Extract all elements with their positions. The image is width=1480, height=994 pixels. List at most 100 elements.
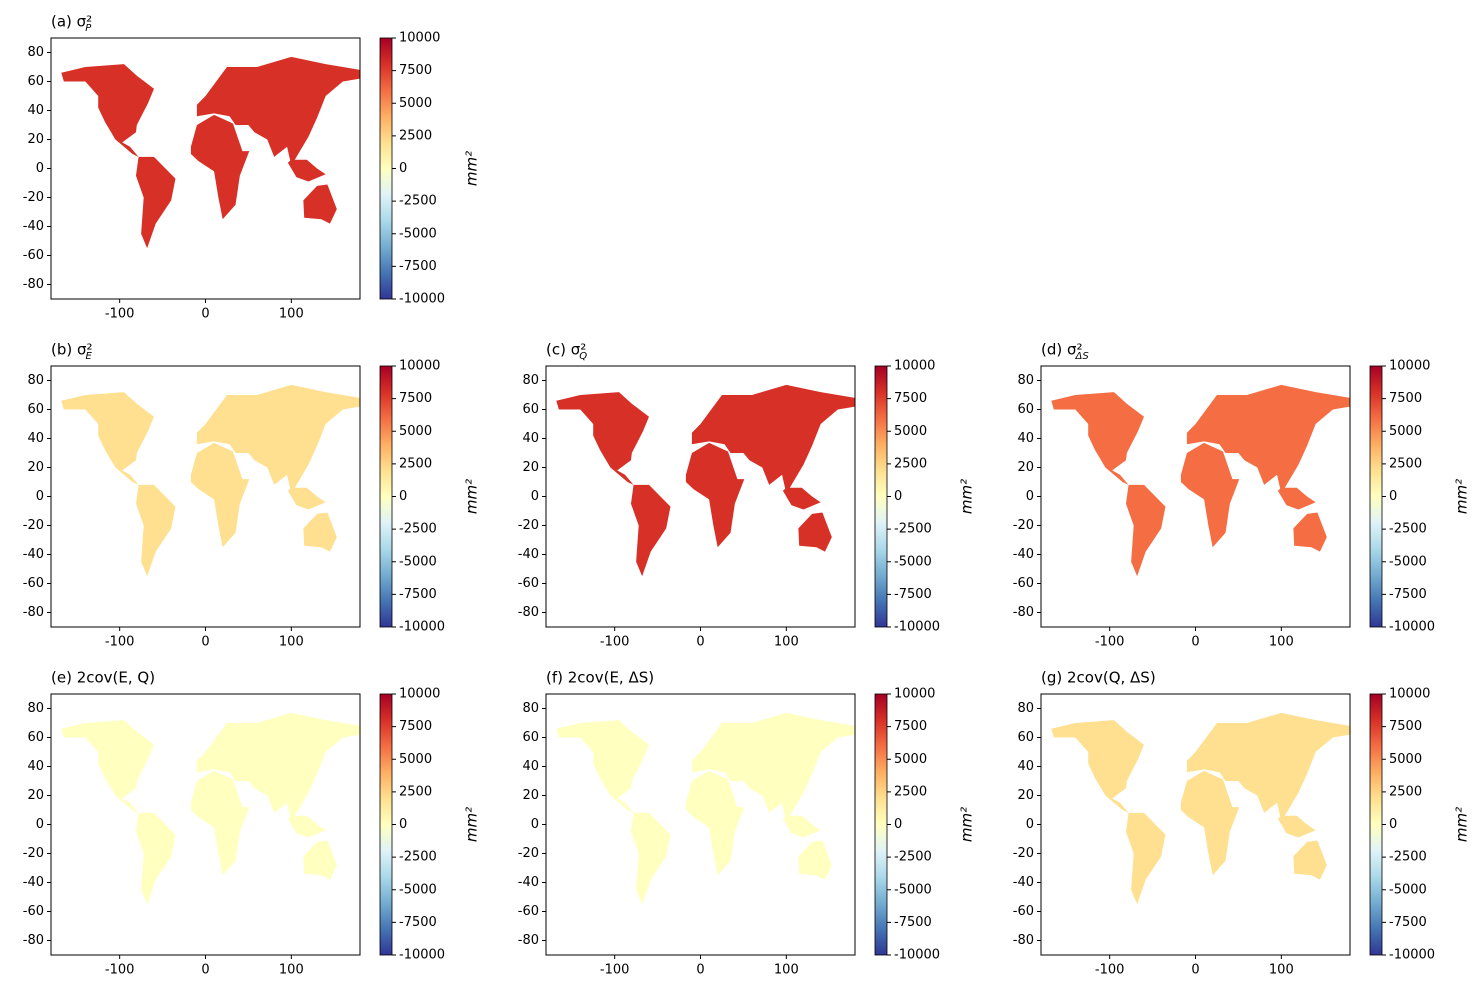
- colorbar-tick-label: 5000: [399, 752, 432, 767]
- y-tick-label: 40: [522, 759, 539, 774]
- y-tick-label: 0: [36, 161, 44, 176]
- colorbar-tick-label: -2500: [399, 194, 437, 209]
- land: [685, 770, 745, 876]
- y-tick-label: 80: [522, 373, 539, 388]
- colorbar: [379, 365, 393, 628]
- panel-title-sub: Q: [579, 351, 587, 362]
- colorbar-tick-label: -7500: [399, 587, 437, 602]
- panel: -100 0 100 -80 -60 -40 -20 0 20 40 60 80 (e) 2cov(E,…: [23, 669, 481, 978]
- land: [1186, 384, 1350, 494]
- land: [685, 442, 745, 548]
- colorbar-label: mm²: [463, 479, 481, 514]
- colorbar-tick-label: 10000: [1389, 687, 1430, 702]
- land: [196, 56, 360, 166]
- x-tick-label: 100: [279, 963, 304, 978]
- land: [287, 159, 335, 182]
- colorbar-tick-label: 2500: [894, 456, 927, 471]
- y-tick-label: -80: [518, 933, 539, 948]
- x-tick-label: -100: [600, 635, 630, 650]
- x-tick-label: 0: [201, 635, 209, 650]
- panel-title: (a) σ²: [51, 13, 92, 31]
- colorbar-tick-label: 2500: [1389, 784, 1422, 799]
- land: [303, 512, 337, 552]
- panel: -100 0 100 -80 -60 -40 -20 0 20 40 60 80 (c) σ²Q -100…: [518, 341, 976, 650]
- colorbar-label: mm²: [463, 807, 481, 842]
- colorbar-tick-label: 10000: [894, 687, 935, 702]
- y-tick-label: 80: [27, 45, 44, 60]
- y-tick-label: 40: [522, 431, 539, 446]
- land: [782, 487, 830, 510]
- land: [1180, 770, 1240, 876]
- land: [190, 442, 250, 548]
- y-tick-label: 60: [1017, 402, 1034, 417]
- colorbar-tick-label: 10000: [399, 687, 440, 702]
- land: [303, 184, 337, 224]
- y-tick-label: 80: [27, 701, 44, 716]
- x-tick-label: 0: [696, 963, 704, 978]
- land: [691, 384, 855, 494]
- colorbar: [1369, 365, 1383, 628]
- colorbar: [874, 365, 888, 628]
- y-tick-label: -60: [1013, 576, 1034, 591]
- colorbar-tick-label: 10000: [894, 359, 935, 374]
- colorbar-tick-label: -2500: [894, 850, 932, 865]
- land: [782, 815, 830, 838]
- land: [135, 484, 176, 577]
- colorbar-tick-label: -7500: [399, 915, 437, 930]
- colorbar-tick-label: -5000: [399, 554, 437, 569]
- colorbar-tick-label: 0: [399, 489, 407, 504]
- land: [1277, 815, 1325, 838]
- colorbar-tick-label: -5000: [399, 226, 437, 241]
- y-tick-label: 40: [1017, 431, 1034, 446]
- colorbar-tick-label: 7500: [399, 63, 432, 78]
- y-tick-label: -60: [23, 904, 44, 919]
- y-tick-label: 60: [1017, 730, 1034, 745]
- y-tick-label: -20: [23, 846, 44, 861]
- colorbar-tick-label: -10000: [894, 948, 940, 963]
- x-tick-label: 100: [774, 635, 799, 650]
- colorbar-tick-label: 10000: [1389, 359, 1430, 374]
- y-tick-label: -40: [23, 875, 44, 890]
- colorbar-tick-label: -5000: [1389, 882, 1427, 897]
- y-tick-label: -40: [518, 547, 539, 562]
- x-tick-label: 0: [201, 307, 209, 322]
- colorbar-tick-label: -7500: [894, 587, 932, 602]
- panel-title: (c) σ²: [546, 341, 586, 359]
- x-tick-label: -100: [600, 963, 630, 978]
- colorbar-tick-label: -7500: [1389, 587, 1427, 602]
- x-tick-label: 100: [279, 307, 304, 322]
- land: [1125, 484, 1166, 577]
- y-tick-label: -80: [23, 605, 44, 620]
- y-tick-label: -40: [518, 875, 539, 890]
- land: [556, 720, 649, 813]
- x-tick-label: -100: [1095, 963, 1125, 978]
- colorbar-tick-label: 2500: [399, 128, 432, 143]
- colorbar-tick-label: 0: [399, 161, 407, 176]
- y-tick-label: -80: [1013, 605, 1034, 620]
- land: [1051, 720, 1144, 813]
- y-tick-label: 80: [27, 373, 44, 388]
- x-tick-label: 100: [279, 635, 304, 650]
- land: [303, 840, 337, 880]
- y-tick-label: 40: [1017, 759, 1034, 774]
- y-tick-label: 60: [27, 730, 44, 745]
- colorbar-tick-label: 7500: [1389, 391, 1422, 406]
- y-tick-label: -60: [23, 248, 44, 263]
- land: [61, 392, 154, 485]
- y-tick-label: 20: [522, 788, 539, 803]
- panel-title-sub: ΔS: [1075, 351, 1090, 362]
- land: [287, 815, 335, 838]
- colorbar-tick-label: 0: [1389, 817, 1397, 832]
- y-tick-label: 0: [531, 489, 539, 504]
- colorbar-tick-label: 0: [399, 817, 407, 832]
- panel: -100 0 100 -80 -60 -40 -20 0 20 40 60 80 (g) 2cov(Q,…: [1013, 669, 1471, 978]
- colorbar-tick-label: 10000: [399, 31, 440, 46]
- colorbar-tick-label: -7500: [399, 259, 437, 274]
- colorbar-tick-label: 5000: [894, 752, 927, 767]
- y-tick-label: -80: [1013, 933, 1034, 948]
- colorbar-tick-label: 7500: [399, 391, 432, 406]
- colorbar: [874, 693, 888, 956]
- land: [1293, 512, 1327, 552]
- y-tick-label: -40: [1013, 547, 1034, 562]
- y-tick-label: 0: [1026, 817, 1034, 832]
